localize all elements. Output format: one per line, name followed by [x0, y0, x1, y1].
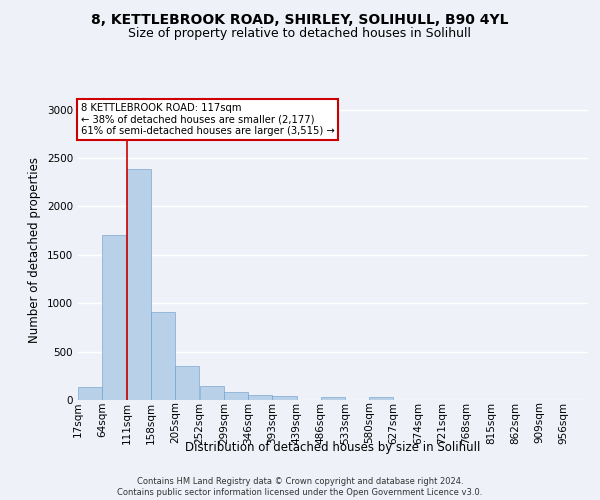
Bar	[151, 312, 175, 400]
Bar	[78, 388, 102, 400]
Bar	[175, 366, 199, 400]
Text: Distribution of detached houses by size in Solihull: Distribution of detached houses by size …	[185, 441, 481, 454]
Text: Contains public sector information licensed under the Open Government Licence v3: Contains public sector information licen…	[118, 488, 482, 497]
Text: Contains HM Land Registry data © Crown copyright and database right 2024.: Contains HM Land Registry data © Crown c…	[137, 476, 463, 486]
Text: 8 KETTLEBROOK ROAD: 117sqm
← 38% of detached houses are smaller (2,177)
61% of s: 8 KETTLEBROOK ROAD: 117sqm ← 38% of deta…	[80, 103, 334, 136]
Y-axis label: Number of detached properties: Number of detached properties	[28, 157, 41, 343]
Text: Size of property relative to detached houses in Solihull: Size of property relative to detached ho…	[128, 28, 472, 40]
Bar	[248, 395, 272, 400]
Bar	[127, 168, 151, 400]
Bar	[272, 396, 296, 400]
Text: 8, KETTLEBROOK ROAD, SHIRLEY, SOLIHULL, B90 4YL: 8, KETTLEBROOK ROAD, SHIRLEY, SOLIHULL, …	[91, 12, 509, 26]
Bar	[200, 386, 224, 400]
Bar	[369, 397, 393, 400]
Bar	[224, 392, 248, 400]
Bar	[103, 236, 127, 400]
Bar	[320, 397, 344, 400]
